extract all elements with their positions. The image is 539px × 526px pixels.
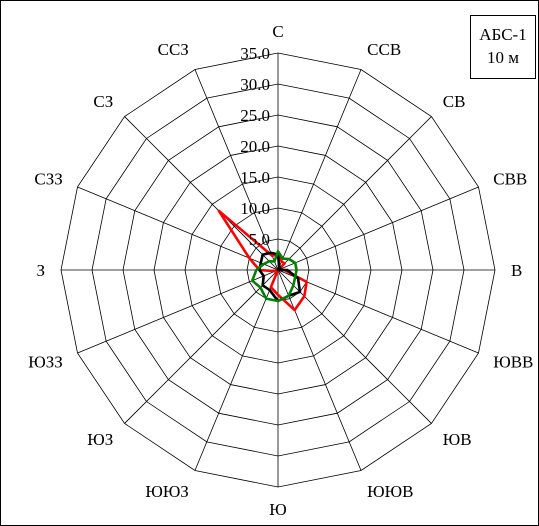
grid-spoke — [194, 269, 279, 471]
direction-label: В — [511, 261, 522, 280]
direction-label: ЮЗ — [87, 430, 113, 449]
direction-label: СЗ — [93, 92, 113, 111]
direction-label: ССЗ — [158, 40, 189, 59]
direction-label: СВВ — [493, 170, 527, 189]
grid-spoke — [277, 116, 432, 271]
direction-label: ЮВВ — [493, 352, 533, 371]
grid-spoke — [277, 269, 432, 424]
direction-label: З — [36, 261, 45, 280]
radial-tick-labels: 5.0 10.0 15.0 20.0 25.0 30.0 35.0 — [240, 44, 270, 249]
legend-height-label: 10 м — [486, 48, 519, 67]
grid-spoke — [77, 186, 279, 271]
legend-box: АБС-1 10 м — [470, 15, 536, 79]
radial-tick-label: 25.0 — [240, 106, 270, 125]
direction-label: СВ — [443, 92, 466, 111]
grid-spoke — [77, 269, 279, 354]
direction-label: ССВ — [367, 40, 401, 59]
series-line-3 — [250, 250, 298, 303]
grid-spoke — [194, 69, 279, 271]
radial-tick-label: 30.0 — [240, 75, 270, 94]
grid-spoke — [277, 269, 479, 354]
radial-tick-label: 15.0 — [240, 168, 270, 187]
grid-spoke — [124, 116, 279, 271]
radial-tick-label: 10.0 — [240, 199, 270, 218]
radial-tick-label: 20.0 — [240, 137, 270, 156]
grid-spoke — [277, 186, 479, 271]
direction-label: ЮЮЗ — [145, 482, 188, 501]
grid-spoke — [277, 269, 362, 471]
direction-label: ЮВ — [443, 430, 472, 449]
radial-tick-label: 35.0 — [240, 44, 270, 63]
grid-spoke — [124, 269, 279, 424]
legend-station-label: АБС-1 — [479, 25, 527, 44]
direction-label: Ю — [269, 500, 286, 519]
grid-spoke — [277, 69, 362, 271]
direction-label: С — [272, 22, 283, 41]
direction-labels: С ССВ СВ СВВ В ЮВВ ЮВ ЮЮВ Ю ЮЮЗ ЮЗ ЮЗЗ З СЗЗ СЗ ССЗ — [28, 22, 533, 519]
direction-label: ЮЮВ — [367, 482, 413, 501]
direction-label: СЗЗ — [34, 170, 62, 189]
series-layer — [217, 209, 308, 312]
radial-tick-label: 5.0 — [249, 230, 270, 249]
direction-label: ЮЗЗ — [28, 352, 63, 371]
